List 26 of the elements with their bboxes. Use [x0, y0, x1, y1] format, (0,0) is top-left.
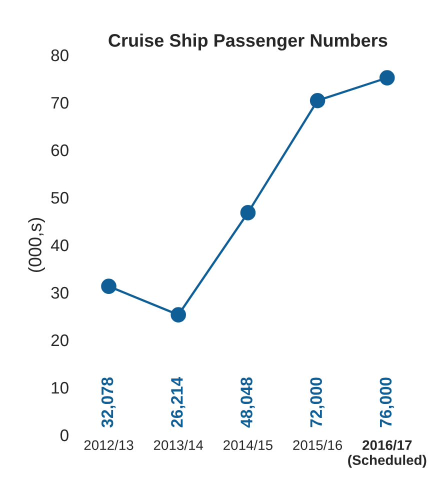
- x-tick-label: 2016/17 (Scheduled): [348, 440, 426, 468]
- annotation: 72,000: [310, 378, 324, 428]
- x-tick-label: 2014/15: [224, 440, 272, 450]
- y-tick-label: 30: [51, 286, 68, 299]
- point: [101, 278, 116, 294]
- point: [310, 92, 326, 108]
- x-tick-label: 2013/14: [154, 440, 204, 450]
- y-tick-label: 60: [51, 144, 68, 156]
- annotation: 76,000: [380, 378, 394, 428]
- point: [170, 307, 186, 322]
- point: [380, 70, 395, 86]
- y-tick-label: 50: [51, 192, 68, 204]
- y-tick-label: 20: [51, 334, 68, 346]
- y-axis-title: (000,s): [28, 218, 45, 272]
- point: [240, 205, 256, 220]
- y-tick-label: 80: [51, 49, 68, 62]
- y-tick-label: 70: [51, 96, 68, 109]
- annotation: 32,078: [101, 377, 116, 428]
- chart-title: Cruise Ship Passenger Numbers: [108, 34, 388, 50]
- y-tick-label: 10: [52, 382, 68, 394]
- annotation: 26,214: [171, 376, 186, 428]
- x-tick-label: 2015/16: [293, 440, 342, 450]
- y-tick-label: 40: [50, 239, 68, 252]
- x-tick-label: 2012/13: [84, 440, 134, 450]
- y-tick-label: 0: [60, 429, 68, 442]
- annotation: 48,048: [240, 377, 255, 428]
